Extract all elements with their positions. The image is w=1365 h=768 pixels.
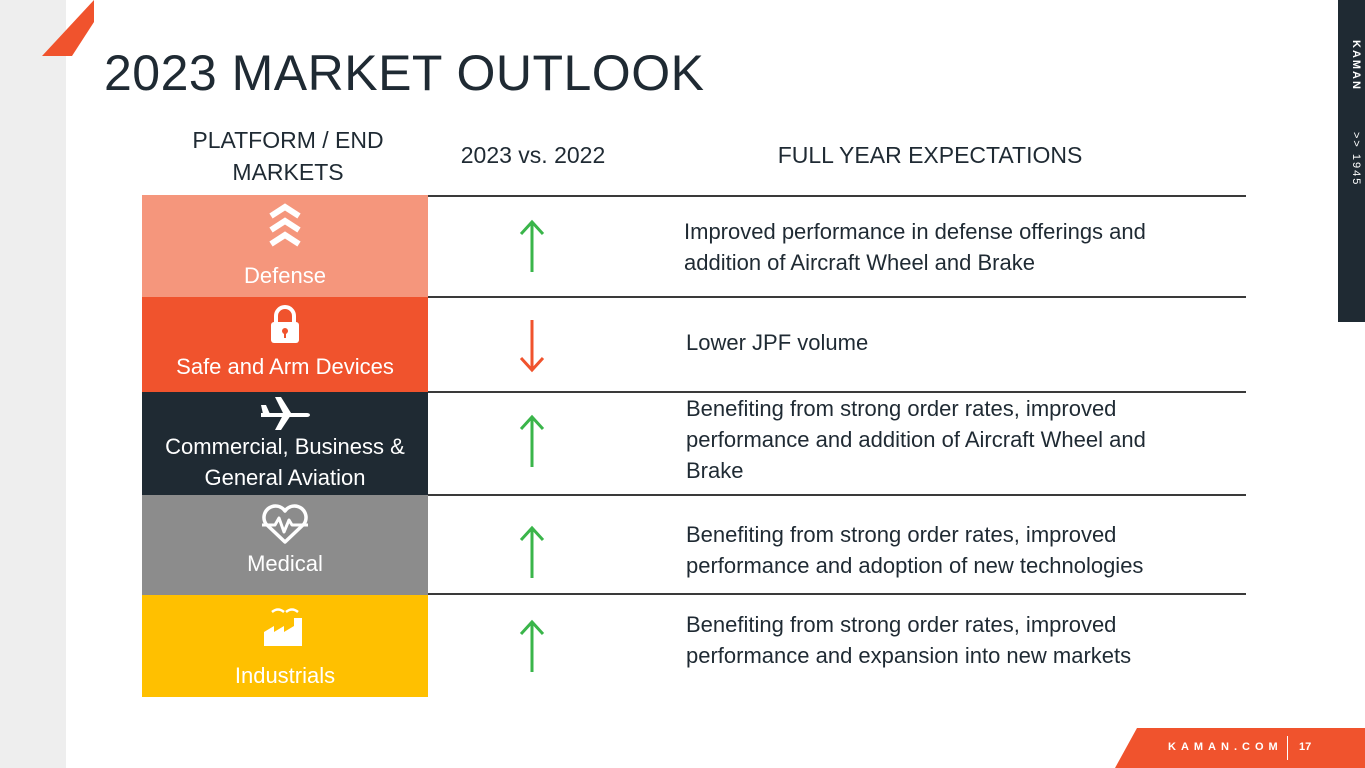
page-number: 17 (1299, 741, 1312, 753)
market-label: Safe and Arm Devices (176, 354, 394, 379)
arrow-up-icon (519, 219, 545, 272)
arrow-up-icon (519, 414, 545, 467)
expectations-column-header: FULL YEAR EXPECTATIONS (777, 142, 1083, 168)
sidebar-year: >> 1945 (1350, 132, 1362, 187)
row-divider (428, 195, 1246, 197)
left-margin-band (0, 0, 66, 768)
factory-icon (264, 608, 302, 646)
market-label: Medical (247, 551, 323, 576)
footer-divider (1287, 736, 1288, 760)
airplane-icon (261, 397, 310, 430)
kaman-logo-mark-icon (42, 0, 94, 56)
market-tile-safe-and-arm: Safe and Arm Devices (142, 297, 428, 392)
market-label: Defense (244, 263, 326, 288)
page-title: 2023 MARKET OUTLOOK (104, 45, 705, 101)
arrow-up-icon (519, 619, 545, 672)
sidebar-brand: KAMAN (1350, 40, 1362, 91)
expectation-text: Improved performance in defense offering… (684, 219, 1146, 275)
market-tile-industrials: Industrials (142, 595, 428, 697)
arrow-down-icon (519, 320, 545, 373)
market-tile-medical: Medical (142, 495, 428, 595)
arrow-up-icon (519, 525, 545, 578)
expectation-text: Lower JPF volume (686, 330, 869, 355)
expectation-text: Benefiting from strong order rates, impr… (686, 396, 1146, 483)
market-label: Commercial, Business & General Aviation (165, 434, 405, 490)
lock-icon (271, 305, 299, 343)
footer-tab (1115, 728, 1365, 768)
market-tile-commercial-aviation: Commercial, Business & General Aviation (142, 392, 428, 495)
market-label: Industrials (234, 663, 336, 688)
expectation-text: Benefiting from strong order rates, impr… (686, 522, 1144, 578)
row-divider (428, 296, 1246, 298)
heartbeat-icon (262, 504, 308, 544)
chevrons-up-icon (269, 203, 301, 247)
row-divider (428, 391, 1246, 393)
row-divider (428, 494, 1246, 496)
footer-site-link[interactable]: KAMAN.COM (1168, 741, 1283, 753)
market-tile-defense: Defense (142, 195, 428, 297)
row-divider (428, 593, 1246, 595)
expectation-text: Benefiting from strong order rates, impr… (686, 612, 1132, 668)
change-column-header: 2023 vs. 2022 (460, 142, 606, 168)
platform-column-header: PLATFORM / END MARKETS (192, 127, 384, 185)
right-brand-band: KAMAN >> 1945 (1338, 0, 1365, 322)
